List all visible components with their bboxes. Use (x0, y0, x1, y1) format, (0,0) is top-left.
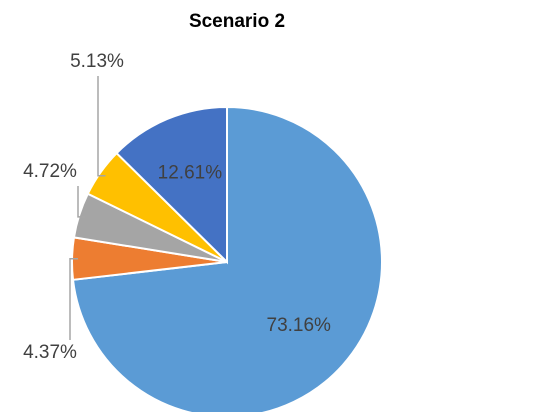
data-label: 12.61% (158, 162, 223, 183)
data-label: 4.72% (23, 161, 77, 182)
chart-title: Scenario 2 (189, 11, 285, 32)
data-label: 73.16% (267, 315, 332, 336)
pie-slice (115, 105, 228, 265)
data-label: 4.37% (23, 342, 77, 363)
leader-line (97, 76, 106, 177)
leader-line (69, 257, 79, 340)
data-label: 5.13% (70, 51, 124, 72)
leader-line (77, 186, 86, 218)
